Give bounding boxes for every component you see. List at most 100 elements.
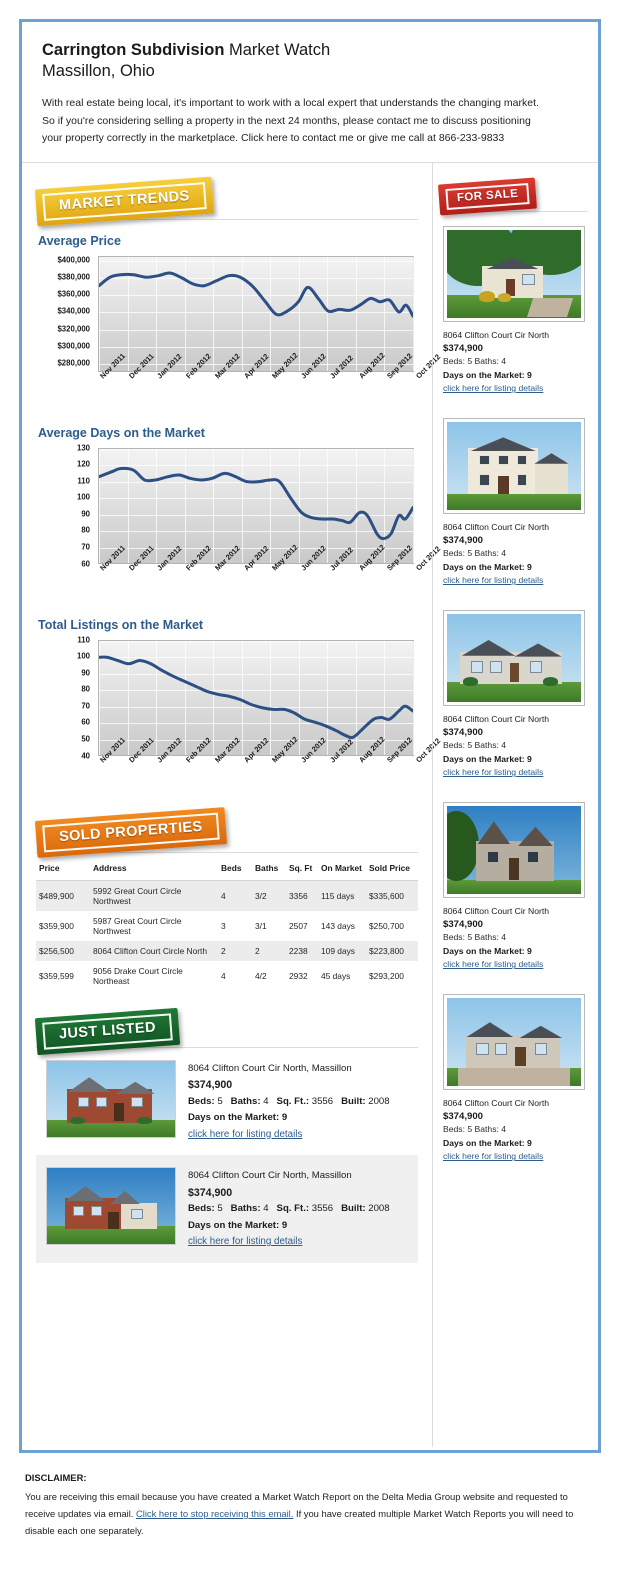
listing-days-on-market: Days on the Market: 9 xyxy=(188,1112,288,1123)
just-listed-item[interactable]: 8064 Clifton Court Cir North, Massillon $… xyxy=(36,1048,418,1156)
house-photo xyxy=(47,1168,175,1244)
for-sale-item[interactable]: 8064 Clifton Court Cir North $374,900 Beds… xyxy=(443,596,588,788)
table-cell-beds: 3 xyxy=(221,920,226,931)
listing-details-link[interactable]: click here for listing details xyxy=(443,383,544,394)
house-photo xyxy=(447,229,581,318)
gridline-vertical xyxy=(241,448,243,563)
market-trends-banner-label: MARKET TRENDS xyxy=(42,181,207,221)
listing-days-on-market: Days on the Market: 9 xyxy=(188,1219,288,1231)
gridline-horizontal xyxy=(99,706,413,708)
listing-details-link[interactable]: click here for listing details xyxy=(443,767,544,778)
y-axis-tick-label: 110 xyxy=(77,635,90,644)
listing-details-link[interactable]: click here for listing details xyxy=(443,575,544,586)
gridline-vertical xyxy=(241,640,243,755)
y-axis-tick-label: $360,000 xyxy=(57,289,90,299)
for-sale-item[interactable]: 8064 Clifton Court Cir North $374,900 Beds… xyxy=(443,788,588,980)
table-cell-address: 8064 Clifton Court Circle North xyxy=(90,940,218,961)
gridline-vertical xyxy=(213,640,215,755)
sold-properties-table-wrap: Price Address Beds Baths Sq. Ft On Market Sold… xyxy=(22,853,432,991)
gridline-vertical xyxy=(184,640,186,755)
listing-thumbnail[interactable] xyxy=(443,993,585,1090)
listing-info: 8064 Clifton Court Cir North $374,900 Beds… xyxy=(443,706,588,780)
table-cell-sqft: 2507 xyxy=(289,920,308,931)
for-sale-item[interactable]: 8064 Clifton Court Cir North $374,900 Beds… xyxy=(443,404,588,596)
listing-thumbnail[interactable] xyxy=(443,225,585,322)
page-title-rest: Market Watch xyxy=(224,41,331,59)
listing-thumbnail[interactable] xyxy=(46,1167,176,1245)
listing-details-link[interactable]: click here for listing details xyxy=(443,959,544,970)
gridline-vertical xyxy=(327,640,329,755)
gridline-horizontal xyxy=(99,465,413,467)
header: Carrington Subdivision Market Watch Mass… xyxy=(22,22,598,162)
table-row[interactable]: $489,900 5992 Great Court Circle Northwes… xyxy=(36,880,418,911)
table-header-cell: On Market xyxy=(318,856,366,881)
listing-info: 8064 Clifton Court Cir North $374,900 Beds… xyxy=(443,322,588,396)
table-cell-sold-price: $335,600 xyxy=(366,880,418,911)
built-value: 2008 xyxy=(368,1203,390,1214)
y-axis-tick-label: 60 xyxy=(81,559,90,568)
listing-thumbnail[interactable] xyxy=(46,1059,176,1138)
gridline-horizontal xyxy=(99,531,413,533)
sqft-label: Sq. Ft.: xyxy=(276,1203,310,1214)
table-cell-price: $256,500 xyxy=(36,940,90,961)
listing-details-link[interactable]: click here for listing details xyxy=(443,1151,544,1162)
gridline-vertical xyxy=(413,448,414,563)
listing-details-link[interactable]: click here for listing details xyxy=(188,1128,303,1140)
table-row[interactable]: $359,900 5987 Great Court Circle Northwes… xyxy=(36,911,418,941)
for-sale-banner-wrap: FOR SALE xyxy=(433,163,598,216)
listing-details-link[interactable]: click here for listing details xyxy=(188,1236,303,1247)
gridline-vertical xyxy=(270,256,272,371)
table-row[interactable]: $256,500 8064 Clifton Court Circle North 2… xyxy=(36,940,418,961)
listing-specs: Beds: 5 Baths: 4 Sq. Ft.: 3556 Built: 20… xyxy=(188,1201,390,1218)
just-listed-item[interactable]: 8064 Clifton Court Cir North, Massillon $… xyxy=(36,1155,418,1263)
listing-thumbnail[interactable] xyxy=(443,417,585,514)
gridline-horizontal xyxy=(99,448,413,450)
table-header-row: Price Address Beds Baths Sq. Ft On Market Sold… xyxy=(36,856,418,881)
for-sale-item[interactable]: 8064 Clifton Court Cir North $374,900 Beds… xyxy=(443,212,588,404)
gridline-horizontal xyxy=(99,329,413,331)
gridline-horizontal xyxy=(99,756,413,758)
table-row[interactable]: $359,599 9056 Drake Court Circle Northeas… xyxy=(36,961,418,991)
y-axis-tick-label: 60 xyxy=(81,717,90,727)
intro-line-1: With real estate being local, it's impor… xyxy=(42,97,539,109)
gridline-horizontal xyxy=(99,312,413,314)
listing-thumbnail[interactable] xyxy=(443,801,585,898)
table-cell-baths: 3/2 xyxy=(252,880,286,911)
for-sale-item[interactable]: 8064 Clifton Court Cir North $374,900 Beds… xyxy=(443,980,588,1172)
chart-average-price-yaxis: $280,000 $300,000 $320,000 $340,000 $360,000… xyxy=(36,255,94,372)
listing-days-on-market: Days on the Market: 9 xyxy=(443,1137,532,1148)
gridline-vertical xyxy=(184,448,186,563)
gridline-horizontal xyxy=(99,640,413,642)
listing-thumbnail[interactable] xyxy=(443,609,585,706)
for-sale-list: 8064 Clifton Court Cir North $374,900 Beds… xyxy=(433,212,598,1172)
built-label: Built: xyxy=(341,1095,366,1107)
listing-image xyxy=(447,229,581,318)
y-axis-tick-label: 120 xyxy=(76,459,90,469)
table-cell-baths: 2 xyxy=(252,940,286,961)
chart-days-on-market: Average Days on the Market 60 70 80 90 100 11… xyxy=(22,412,442,604)
sidebar-for-sale: FOR SALE 8064 Clifton Court Cir North $37… xyxy=(432,162,598,1447)
beds-value: 5 xyxy=(217,1095,223,1107)
unsubscribe-link[interactable]: Click here to stop receiving this email. xyxy=(136,1508,294,1519)
chart-total-listings-plot xyxy=(98,639,414,758)
listing-price: $374,900 xyxy=(188,1186,233,1199)
listing-price: $374,900 xyxy=(443,919,484,930)
gridline-vertical xyxy=(99,256,100,371)
y-axis-tick-label: 100 xyxy=(76,651,90,661)
chart-days-on-market-canvas: 60 70 80 90 100 110 120 130 Nov 2011 Dec 2011 Jan… xyxy=(36,443,442,598)
gridline-horizontal xyxy=(99,277,413,279)
gridline-horizontal xyxy=(99,514,413,516)
table-header-cell: Address xyxy=(90,856,218,881)
sold-properties-table: Price Address Beds Baths Sq. Ft On Market Sold… xyxy=(36,856,418,991)
house-photo xyxy=(447,613,581,702)
sqft-label: Sq. Ft.: xyxy=(276,1095,310,1107)
gridline-horizontal xyxy=(99,498,413,500)
gridline-vertical xyxy=(156,640,158,755)
table-cell-beds: 4 xyxy=(221,970,226,981)
y-axis-tick-label: 90 xyxy=(81,509,90,519)
listing-address: 8064 Clifton Court Cir North xyxy=(443,329,550,340)
y-axis-tick-label: $320,000 xyxy=(57,324,90,334)
listing-address: 8064 Clifton Court Cir North xyxy=(443,521,550,532)
y-axis-tick-label: 50 xyxy=(81,734,90,744)
sold-properties-divider xyxy=(36,851,418,853)
